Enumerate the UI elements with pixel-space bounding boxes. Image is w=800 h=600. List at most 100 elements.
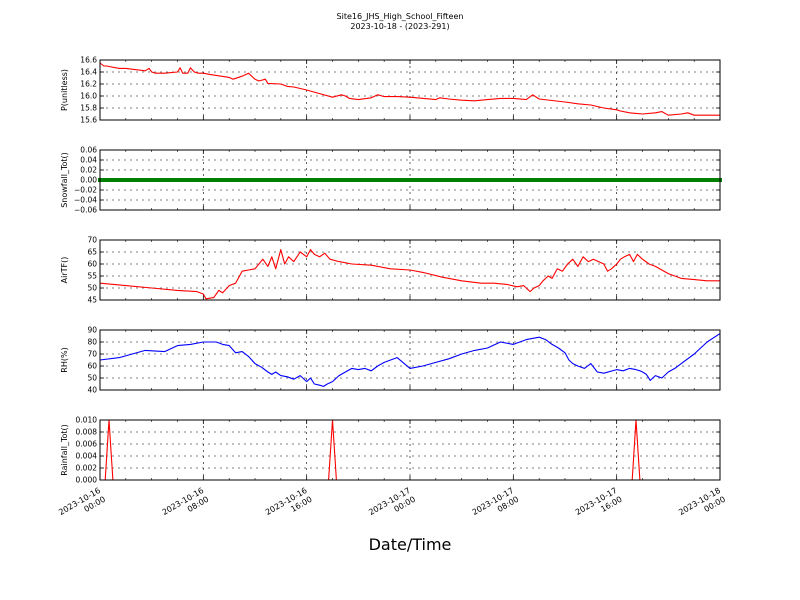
series-line [99,249,720,300]
data-point [223,178,228,182]
data-point [214,178,219,182]
x-tick-label: 2023-10-1700:00 [367,486,417,526]
data-point [611,178,616,182]
data-point [469,178,474,182]
data-point [346,178,351,182]
data-point [253,178,257,182]
panel-frame [99,149,721,211]
data-point [275,178,280,182]
data-point [488,178,493,182]
data-point [437,178,442,182]
x-tick-label: 2023-10-1600:00 [57,486,107,526]
x-tick-label: 2023-10-1708:00 [471,486,521,526]
data-point [514,178,519,182]
data-point [243,178,248,182]
data-point [175,178,180,182]
y-axis-label: P(unitless) [60,69,69,111]
data-point [172,178,177,182]
data-point [356,178,361,182]
y-tick-label: 40 [87,386,97,395]
data-point [324,178,329,182]
y-tick-label: −0.02 [74,186,97,195]
data-point [307,178,312,182]
data-point [201,178,206,182]
data-point [298,178,303,182]
data-point [388,178,393,182]
data-point [692,178,697,182]
chart-panels: 15.6 15.8 16.0 16.2 16.4 16.6 P(unitless) −0.06… [60,56,722,485]
data-point [220,178,225,182]
y-tick-label: 0.04 [80,156,97,165]
data-point [524,178,529,182]
data-point [382,178,387,182]
panel-3: 45 50 55 60 65 70 AirTF() [60,236,721,305]
y-tick-label: 70 [87,350,97,359]
data-point [592,178,597,182]
y-tick-label: 15.8 [80,104,97,113]
data-point [659,178,664,182]
data-point [398,178,403,182]
data-point [162,178,167,182]
data-point [130,178,135,182]
data-point [624,178,629,182]
data-point [304,178,309,182]
data-point [585,178,590,182]
data-point [614,178,619,182]
data-point [417,178,422,182]
data-point [504,178,509,182]
data-point [353,178,358,182]
series-line [99,333,721,387]
y-axis-label: Snowfall_Tot() [60,152,69,208]
panel-4: 40 50 60 70 80 90 RH(%) [60,326,721,395]
y-tick-label: 0.000 [76,476,98,485]
data-point [533,178,538,182]
data-point [537,178,542,182]
data-point [566,178,571,182]
data-point [540,178,545,182]
data-point [278,178,283,182]
data-point [640,178,645,182]
data-point [156,178,161,182]
data-point [327,178,332,182]
data-point [362,178,367,182]
y-tick-label: 0.004 [76,452,98,461]
data-point [430,178,435,182]
data-point [372,178,377,182]
data-point [146,178,151,182]
data-point [104,178,109,182]
data-point [521,178,526,182]
data-point [466,178,471,182]
data-point [650,178,655,182]
data-point [120,178,125,182]
data-point [411,178,416,182]
data-point [311,178,316,182]
data-point [291,178,296,182]
y-axis-label: Rainfall_Tot() [60,424,69,476]
data-point [159,178,164,182]
series-markers [98,178,722,182]
data-point [672,178,677,182]
y-tick-label: 0.006 [76,440,98,449]
data-point [701,178,706,182]
data-point [139,178,144,182]
data-point [446,178,451,182]
data-point [408,178,412,182]
y-tick-label: 16.2 [80,80,97,89]
data-point [443,178,448,182]
y-tick-label: 16.4 [80,68,97,77]
y-tick-label: 50 [87,284,97,293]
data-point [165,178,170,182]
data-point [621,178,626,182]
y-tick-label: 0.00 [80,176,97,185]
y-tick-label: 45 [87,296,97,305]
data-point [133,178,138,182]
data-point [688,178,693,182]
data-point [669,178,674,182]
y-tick-label: 65 [87,248,97,257]
data-point [601,178,606,182]
data-point [285,178,290,182]
data-point [440,178,445,182]
data-point [256,178,261,182]
data-point [711,178,716,182]
